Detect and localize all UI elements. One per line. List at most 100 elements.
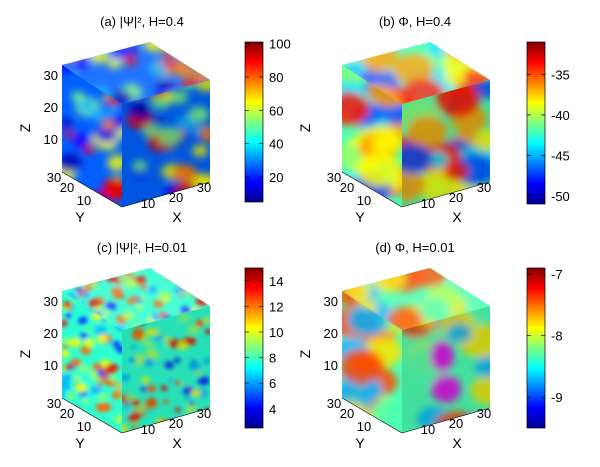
texture-blob — [62, 338, 71, 346]
texture-blob — [140, 386, 147, 392]
colorbar: 4 6 8 10 12 14 — [244, 267, 283, 429]
y-axis-line — [121, 181, 211, 208]
texture-blob — [188, 427, 199, 433]
y-axis-line — [401, 407, 491, 434]
texture-blob — [474, 356, 490, 377]
texture-blob — [371, 400, 402, 424]
texture-blob — [75, 383, 88, 393]
z-tick-label: 20 — [44, 100, 58, 115]
texture-blob — [135, 353, 146, 363]
texture-blob — [96, 391, 108, 401]
colorbar-tick-label: -50 — [551, 189, 570, 204]
colorbar-gradient — [526, 267, 546, 429]
texture-blob — [106, 363, 119, 374]
texture-blob — [178, 272, 188, 280]
texture-blob — [147, 285, 158, 294]
texture-blob — [71, 91, 85, 102]
texture-blob — [129, 45, 141, 54]
colorbar-gradient — [526, 41, 546, 205]
texture-blob — [75, 42, 86, 50]
texture-blob — [197, 376, 210, 386]
texture-blob — [195, 370, 202, 376]
texture-blob — [92, 362, 103, 372]
texture-blob — [342, 92, 370, 126]
texture-blob — [72, 132, 92, 149]
y-tick-label: 20 — [340, 180, 354, 195]
texture-blob — [418, 297, 451, 322]
texture-blob — [204, 286, 210, 292]
y-tick-label: 10 — [357, 193, 371, 208]
texture-blob — [107, 154, 122, 171]
texture-blob — [114, 415, 122, 424]
texture-blob — [203, 316, 210, 325]
texture-blob — [168, 338, 181, 349]
texture-blob — [186, 198, 200, 207]
colorbar-tick-label: -9 — [551, 390, 563, 405]
colorbar-tick-label: 6 — [269, 376, 276, 391]
texture-blob — [456, 42, 490, 61]
colorbar: -50 -45 -40 -35 — [526, 41, 570, 205]
texture-blob — [198, 288, 205, 293]
face-shade — [122, 306, 210, 433]
texture-blob — [189, 401, 195, 406]
texture-blob — [127, 412, 141, 423]
face-shade — [402, 80, 490, 207]
colorbar-tick-label: 100 — [269, 37, 291, 52]
y-tick-label: 10 — [357, 419, 371, 434]
texture-blob — [168, 379, 174, 384]
texture-blob — [131, 330, 145, 341]
texture-blob — [62, 117, 74, 128]
texture-blob — [89, 108, 105, 121]
texture-blob — [96, 382, 103, 387]
z-axis-label: Z — [17, 123, 33, 132]
texture-blob — [406, 115, 448, 148]
x-tick-label: 20 — [449, 416, 463, 431]
texture-blob — [113, 293, 121, 300]
colorbar-tick-label: 60 — [269, 103, 283, 118]
texture-blob — [122, 55, 138, 66]
x-axis-line — [341, 397, 403, 434]
texture-blob — [122, 424, 129, 433]
texture-blob — [62, 381, 71, 391]
texture-blob — [153, 299, 164, 308]
z-tick-label: 20 — [44, 326, 58, 341]
texture-blob — [165, 273, 175, 280]
texture-blob — [116, 346, 122, 354]
texture-blob — [128, 101, 152, 119]
z-tick-label: 10 — [44, 132, 58, 147]
texture-blob — [168, 42, 194, 58]
texture-blob — [175, 48, 187, 57]
texture-blob — [100, 119, 115, 131]
texture-blob — [473, 80, 490, 99]
panel-title: (c) |Ψ|², H=0.01 — [97, 240, 187, 255]
texture-blob — [79, 373, 92, 383]
z-tick-label: 10 — [324, 358, 338, 373]
texture-blob — [74, 268, 88, 278]
colorbar-tick-label: 20 — [269, 170, 283, 185]
texture-blob — [111, 286, 124, 297]
texture-blob — [124, 279, 137, 289]
texture-blob — [62, 43, 71, 57]
texture-blob — [178, 293, 185, 298]
texture-blob — [177, 279, 188, 287]
texture-blob — [143, 358, 155, 367]
colorbar-gradient — [244, 267, 264, 429]
texture-blob — [201, 283, 210, 292]
texture-blob — [157, 127, 182, 146]
texture-blob — [72, 268, 85, 275]
texture-blob — [80, 332, 89, 339]
texture-blob — [65, 312, 73, 319]
face-shade — [122, 80, 210, 207]
texture-blob — [80, 345, 92, 355]
face-shade — [342, 42, 490, 104]
texture-blob — [148, 61, 168, 76]
texture-blob — [102, 177, 122, 198]
texture-blob — [129, 357, 136, 363]
texture-blob — [402, 142, 433, 174]
texture-blob — [162, 399, 169, 405]
y-tick-label: 20 — [60, 406, 74, 421]
colorbar-tick-label: 14 — [269, 274, 283, 289]
texture-blob — [197, 42, 210, 50]
